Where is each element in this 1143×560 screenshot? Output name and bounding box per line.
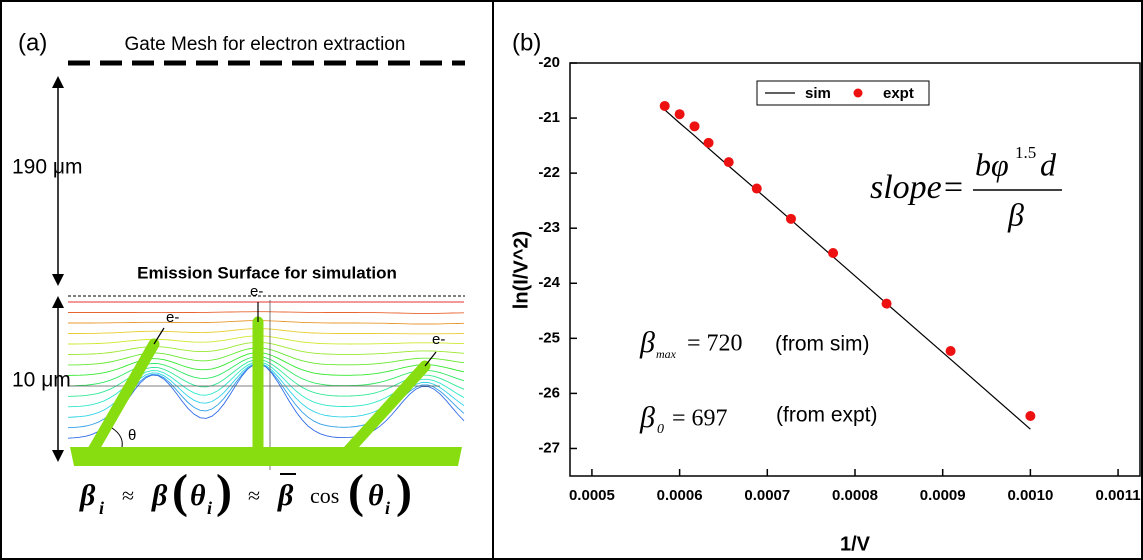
y-tick-label: -26 (538, 384, 560, 401)
annotation-part: bφ (975, 146, 1009, 182)
data-point (881, 298, 892, 309)
formula-part: β (151, 479, 168, 512)
gap-label: 190 μm (12, 156, 82, 179)
y-tick-label: -23 (538, 219, 560, 236)
formula-part: ( (348, 465, 364, 518)
data-point (703, 137, 714, 148)
data-point (751, 183, 762, 194)
x-tick-label: 0.0010 (1007, 487, 1053, 504)
annotation-part: β (639, 326, 655, 359)
annotation-part: β (639, 401, 655, 434)
data-point (1025, 410, 1036, 421)
y-tick-label: -21 (538, 109, 560, 126)
formula-part: i (99, 498, 104, 518)
formula-part: cos (310, 483, 339, 508)
formula-part: ) (216, 465, 232, 518)
y-tick-label: -20 (538, 54, 560, 71)
y-tick-label: -27 (538, 439, 560, 456)
formula-part: i (207, 498, 212, 518)
formula-part: θ (368, 479, 384, 512)
legend-swatch (853, 88, 863, 98)
annotation-part: 0 (657, 422, 664, 437)
beta-max-annotation: β max = 720 (from sim) (639, 326, 869, 361)
height-label: 10 μm (12, 369, 71, 392)
beta-0-annotation: β 0 = 697 (from expt) (639, 401, 878, 437)
substrate (70, 447, 462, 466)
formula-part: β (277, 479, 294, 512)
field-contours (67, 301, 465, 439)
contour (68, 320, 465, 325)
surface-label: Emission Surface for simulation (137, 263, 397, 282)
x-tick-label: 0.0006 (657, 487, 703, 504)
data-point (689, 121, 700, 132)
formula-part: ) (396, 465, 412, 518)
contour (68, 328, 464, 335)
electron-label: e- (432, 331, 445, 348)
y-tick-label: -22 (538, 164, 560, 181)
contour (67, 363, 465, 439)
data-point (659, 100, 670, 111)
panel-a: (a) Gate Mesh for electron extraction 19… (12, 29, 465, 518)
formula-part: ≈ (248, 483, 260, 508)
annotation-part: 1.5 (1015, 143, 1036, 162)
electron-label: e- (250, 283, 263, 300)
nanotube (341, 360, 431, 458)
angle-arc (111, 427, 123, 448)
annotation-part: (from sim) (775, 333, 869, 356)
x-tick-label: 0.0009 (920, 487, 966, 504)
legend-label: expt (883, 85, 914, 102)
y-tick-label: -25 (538, 329, 560, 346)
formula-part: ≈ (122, 483, 134, 508)
annotation-part: d (1040, 146, 1057, 182)
formula-part: ( (172, 465, 188, 518)
contour (68, 311, 465, 314)
panel-label: (b) (512, 29, 541, 56)
x-tick-label: 0.0007 (744, 487, 790, 504)
emission-arrows (153, 302, 437, 367)
contour (67, 341, 465, 355)
formula-part: θ (190, 479, 206, 512)
y-tick-label: -24 (538, 274, 560, 291)
legend-label: sim (805, 85, 831, 102)
annotation-part: = 720 (687, 331, 743, 357)
x-tick-label: 0.0008 (832, 487, 878, 504)
data-point (785, 213, 796, 224)
annotation-part: max (656, 347, 677, 361)
data-point (723, 157, 734, 168)
annotation-part: slope= (870, 169, 965, 206)
gate-label: Gate Mesh for electron extraction (125, 34, 406, 55)
formula: β i ≈ β ( θ i ) ≈ β cos ( θ i ) (79, 465, 412, 518)
y-axis-label: ln(I/V^2) (510, 231, 532, 309)
contour (67, 352, 465, 376)
data-point (674, 109, 685, 120)
annotation-part: (from expt) (776, 404, 878, 427)
annotation-part: β (1007, 196, 1024, 232)
panel-label: (a) (18, 29, 47, 56)
nanotube (86, 338, 160, 458)
x-tick-label: 0.0011 (1096, 487, 1141, 504)
electron-label: e- (166, 309, 179, 326)
formula-part: i (385, 498, 390, 518)
formula-part: β (79, 479, 96, 512)
x-tick-label: 0.0005 (569, 487, 615, 504)
contour (68, 335, 465, 345)
slope-annotation: slope= bφ 1.5 d β (870, 143, 1062, 232)
data-point (828, 247, 839, 258)
angle-label: θ (128, 427, 136, 444)
x-axis-label: 1/V (840, 533, 871, 555)
data-point (945, 345, 956, 356)
contour (68, 347, 465, 366)
annotation-part: = 697 (672, 406, 728, 432)
